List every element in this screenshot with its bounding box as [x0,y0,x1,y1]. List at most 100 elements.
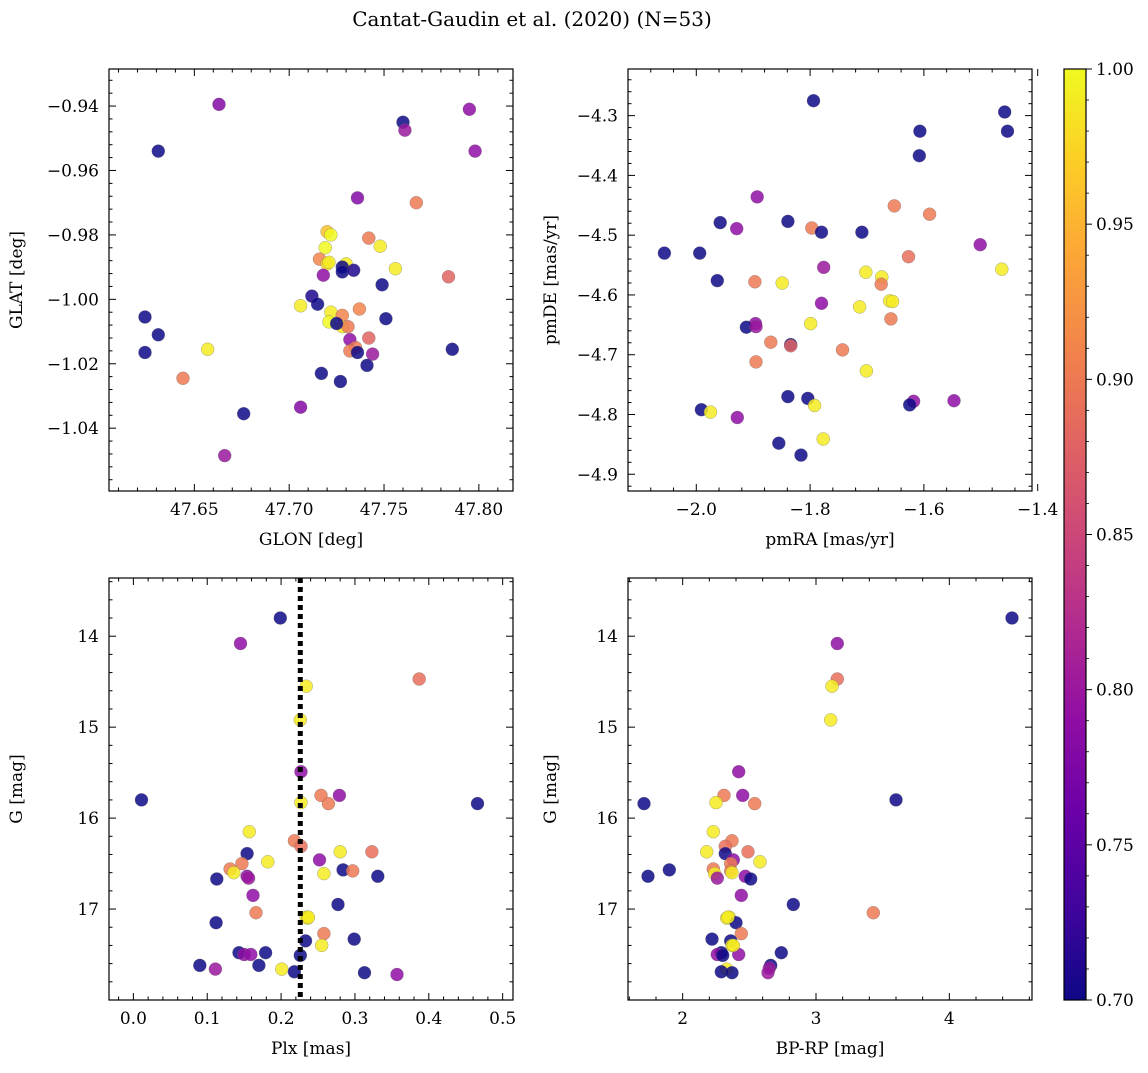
colorbar-tick-label: 0.85 [1096,526,1134,546]
scatter-point [138,310,152,324]
y-tick-label: 15 [596,718,618,738]
pm-ticks [627,69,1039,491]
scatter-point [209,916,223,930]
pm-x-axis-label: pmRA [mas/yr] [765,530,894,550]
cmd-panel: 2 3 4 14 15 16 17 BP-RP [mag] G [mag] [541,577,1033,1059]
y-tick-label: −0.96 [47,161,99,181]
scatter-point [806,93,821,108]
x-tick-label: 47.75 [360,500,409,520]
scatter-point [734,926,748,941]
y-tick-label: −1.02 [47,355,99,375]
scatter-point [217,448,232,463]
scatter-point [716,948,730,963]
scatter-point [744,872,758,886]
scatter-point [814,225,829,239]
scatter-point [242,825,257,839]
scatter-point [781,214,795,229]
scatter-point [468,144,482,158]
x-tick-label: 2 [677,1009,688,1029]
scatter-point [412,672,426,686]
scatter-point [317,866,331,881]
scatter-point [703,405,718,419]
y-tick-label: 16 [596,809,618,829]
scatter-point [317,926,331,941]
colorbar-tick-label: 1.00 [1096,60,1134,80]
scatter-point [134,793,149,807]
scatter-point [709,795,723,810]
scatter-point [322,255,336,269]
x-tick-label: 47.70 [265,500,314,520]
y-tick-label: −1.04 [47,419,99,439]
y-tick-label: 14 [596,627,618,647]
scatter-point [700,845,714,859]
scatter-point [360,358,374,373]
scatter-point [786,897,800,912]
scatter-point [830,636,844,651]
y-tick-label: 16 [77,809,99,829]
y-tick-label: −0.94 [47,97,99,117]
scatter-point [736,788,750,803]
scatter-point [441,270,456,284]
scatter-point [725,966,739,980]
scatter-point [774,946,788,960]
scatter-point [365,845,379,859]
x-tick-label: 0.2 [268,1009,295,1029]
scatter-point [713,215,727,230]
scatter-point [212,97,226,112]
scatter-point [233,636,248,651]
scatter-point [874,277,888,291]
scatter-point [947,394,961,408]
scatter-point [373,239,387,253]
scatter-point [273,611,287,625]
scatter-point [347,932,361,946]
scatter-point [657,246,672,260]
scatter-point [784,339,798,353]
scatter-point [764,335,778,349]
y-tick-label: −4.6 [577,286,618,306]
glon-glat-axes-frame [108,68,514,492]
scatter-point [235,856,249,871]
scatter-point [350,191,365,205]
cmd-y-axis-label: G [mag] [541,754,561,823]
scatter-point [241,871,256,885]
scatter-point [866,906,880,920]
pm-points [657,93,1015,462]
scatter-point [210,872,224,886]
scatter-point [901,250,916,264]
scatter-point [741,845,755,859]
scatter-point [859,364,874,378]
x-tick-label: −1.8 [789,500,830,520]
x-tick-label: −1.6 [903,500,944,520]
figure-title: Cantat-Gaudin et al. (2020) (N=53) [352,7,712,31]
scatter-point [151,144,166,158]
x-tick-label: 0.3 [341,1009,368,1029]
cmd-axes-frame [627,577,1033,1001]
y-tick-label: 14 [77,627,99,647]
cmd-x-axis-label: BP-RP [mag] [776,1039,885,1059]
scatter-point [922,207,937,221]
plx-g-points [134,611,485,982]
scatter-point [852,300,867,314]
y-tick-label: −4.3 [577,107,618,127]
scatter-point [749,355,763,369]
scatter-point [347,263,361,277]
scatter-point [995,262,1009,276]
scatter-point [750,190,764,204]
scatter-point [859,265,873,279]
scatter-point [321,796,336,811]
scatter-point [315,938,329,953]
scatter-point [314,366,329,381]
pm-axes-frame [627,68,1033,492]
scatter-point [301,910,316,924]
scatter-point [379,312,393,326]
scatter-point [462,102,477,117]
scatter-point [903,398,917,412]
x-tick-label: 0.0 [120,1009,147,1029]
scatter-point [706,825,720,839]
glon-glat-panel: 47.65 47.70 47.75 47.80 −0.94 −0.96 −0.98 −1.00… [7,68,514,550]
scatter-point [258,946,273,960]
x-tick-label: 0.4 [415,1009,442,1029]
scatter-point [357,966,372,980]
scatter-point [825,679,839,693]
